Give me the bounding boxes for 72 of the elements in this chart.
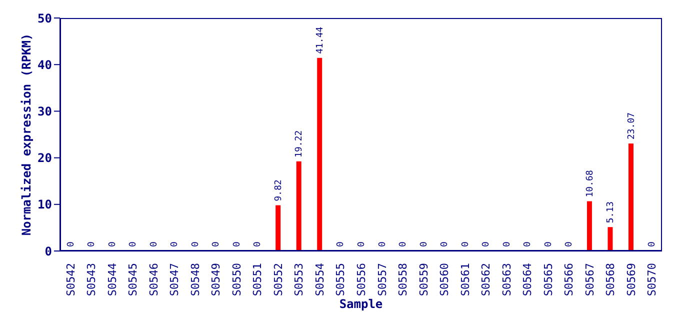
x-tick-label: S0554 [313,262,326,296]
x-tick-label: S0559 [417,263,430,296]
x-tick-label: S0569 [624,263,638,296]
data-label: 0 [232,242,242,247]
data-label: 0 [87,242,98,247]
x-tick-label: S0547 [168,263,182,296]
x-tick-label: S0568 [604,263,618,296]
data-label: 0 [523,242,534,247]
x-tick-label: S0545 [126,263,140,296]
data-label: 0 [440,242,450,247]
data-label: 0 [108,242,118,247]
x-tick-label: S0548 [188,263,202,296]
x-tick-label: S0552 [272,263,285,296]
x-tick-label: S0546 [147,263,160,296]
data-label: 0 [253,242,264,247]
x-tick-label: S0562 [480,263,493,296]
x-tick-label: S0563 [500,263,514,296]
x-tick-label: S0551 [251,263,264,296]
data-label: 0 [190,242,201,247]
data-label: 9.82 [274,180,284,202]
data-label: 0 [564,242,575,247]
x-tick-label: S0543 [85,263,98,296]
data-label: 0 [398,242,409,247]
data-label: 0 [336,242,346,247]
bar [317,58,322,251]
bar [608,227,613,251]
bar [628,143,634,251]
data-label: 0 [378,242,388,247]
y-tick-label: 30 [38,104,52,118]
x-tick-label: S0557 [376,263,389,296]
bar [296,161,302,251]
y-tick-label: 0 [44,244,52,258]
data-label: 0 [128,242,139,247]
x-tick-label: S0556 [355,263,368,296]
x-tick-label: S0542 [64,263,78,296]
x-tick-label: S0570 [646,263,659,296]
x-tick-label: S0549 [210,263,223,296]
x-axis-title: Sample [339,297,383,311]
x-tick-label: S0564 [521,262,534,296]
data-label: 0 [149,242,160,247]
x-tick-label: S0553 [292,263,306,296]
x-tick-label: S0560 [438,263,452,296]
y-tick-label: 40 [38,58,52,72]
bar [586,201,592,251]
y-tick-label: 50 [38,11,52,26]
x-tick-label: S0555 [334,263,348,296]
data-label: 23.07 [626,112,637,140]
y-tick-label: 20 [38,151,52,166]
x-tick-label: S0565 [542,263,555,296]
data-label: 0 [419,242,430,247]
data-label: 10.68 [585,170,596,198]
bar [276,205,281,251]
data-label: 0 [460,242,471,247]
y-axis-title: Normalized expression (RPKM) [19,33,34,236]
y-tick-label: 10 [38,198,52,212]
data-label: 0 [544,242,554,247]
data-label: 0 [502,242,512,247]
data-label: 5.13 [606,201,616,224]
data-label: 41.44 [315,26,326,54]
x-tick-label: S0567 [583,263,596,296]
x-tick-label: S0550 [230,263,244,296]
data-label: 0 [212,242,222,247]
data-label: 0 [170,242,180,247]
x-tick-label: S0561 [458,263,472,296]
x-tick-label: S0566 [562,263,576,296]
data-label: 19.22 [294,130,305,158]
x-tick-label: S0558 [396,263,410,296]
x-tick-label: S0544 [106,262,119,296]
data-label: 0 [357,242,367,247]
data-label: 0 [66,242,76,247]
data-label: 0 [482,242,492,247]
data-label: 0 [648,242,658,247]
